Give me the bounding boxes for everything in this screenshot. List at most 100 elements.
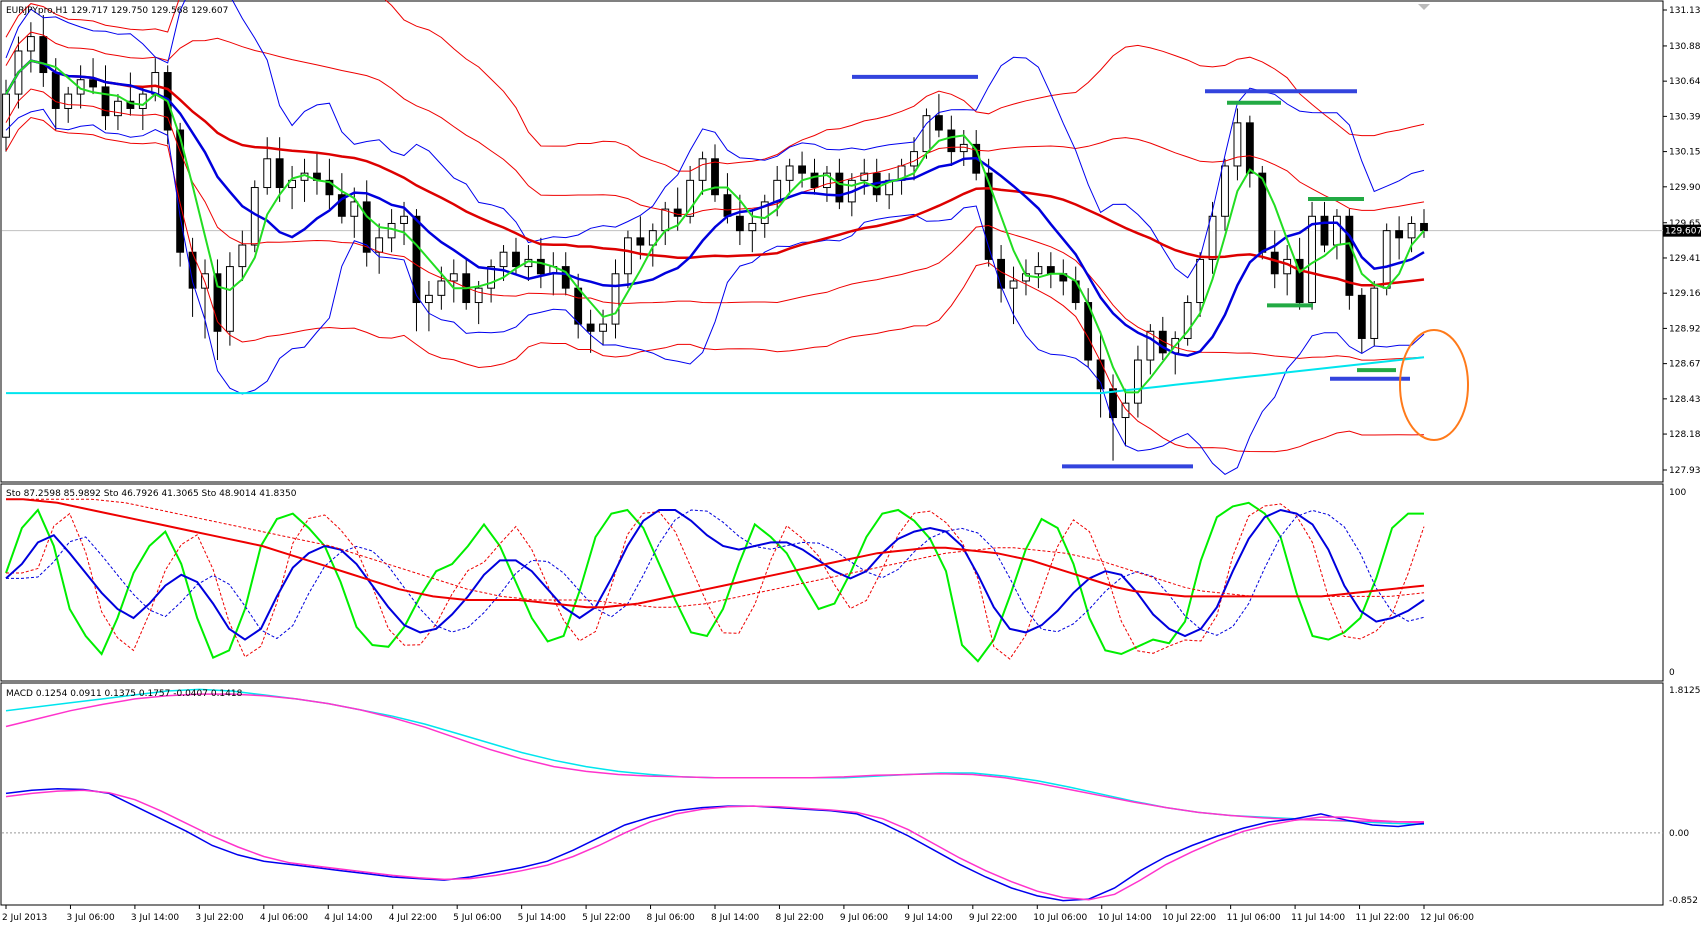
candle-up (773, 179, 782, 203)
candle-down (947, 129, 956, 153)
candle-down (1096, 359, 1105, 390)
time-tick-label: 3 Jul 06:00 (66, 913, 115, 923)
candle-down (213, 273, 222, 332)
price-tick-label: 129.655 (1669, 219, 1701, 229)
candle-up (823, 172, 831, 189)
candle-down (586, 323, 595, 332)
price-tick-label: 128.430 (1669, 395, 1701, 405)
time-tick-label: 5 Jul 22:00 (582, 913, 631, 923)
time-tick-label: 8 Jul 22:00 (775, 913, 824, 923)
candle-down (1270, 251, 1279, 275)
highlight-ellipse (1399, 329, 1469, 441)
candle-up (611, 273, 620, 325)
macd-line (5, 789, 1424, 901)
candle-down (723, 194, 732, 217)
macd-tick-label: 1.8125 (1669, 686, 1701, 696)
candle-down (711, 158, 719, 196)
candle-up (648, 230, 657, 246)
macd-tick-label: 0.00 (1669, 829, 1689, 839)
candle-up (263, 158, 272, 189)
price-tick-label: 129.410 (1669, 254, 1701, 264)
macd-tick-label: -0.852 (1669, 896, 1698, 906)
candle-up (1133, 359, 1142, 404)
candle-down (984, 172, 993, 260)
candle-down (810, 172, 819, 189)
ma-medium-line (4, 59, 1425, 357)
candle-down (636, 237, 645, 246)
candle-up (1308, 215, 1316, 304)
macd-line (5, 787, 1425, 902)
time-tick-label: 9 Jul 14:00 (904, 913, 953, 923)
price-tick-label: 127.935 (1669, 466, 1701, 476)
stochastic-tick-label: 100 (1669, 488, 1686, 498)
candle-down (673, 208, 682, 217)
price-tick-label: 130.150 (1669, 148, 1701, 158)
candle-up (375, 237, 384, 253)
candle-up (760, 201, 769, 224)
price-tick-label: 130.395 (1669, 112, 1701, 122)
candle-up (387, 222, 396, 239)
candle-down (39, 36, 48, 74)
time-tick-label: 11 Jul 14:00 (1291, 913, 1345, 923)
candle-up (785, 165, 794, 181)
candle-up (698, 158, 707, 181)
candle-up (1146, 330, 1155, 361)
candle-down (735, 215, 744, 232)
shift-marker-icon[interactable] (1418, 4, 1430, 10)
candle-up (661, 208, 670, 232)
candle-up (499, 251, 508, 268)
candle-up (1370, 287, 1379, 339)
candle-down (51, 72, 60, 109)
candle-up (624, 237, 632, 275)
candle-down (574, 287, 583, 325)
time-tick-label: 10 Jul 22:00 (1162, 913, 1216, 923)
stochastic-line (5, 501, 1424, 663)
price-plot (2, 0, 1663, 476)
time-tick-label: 8 Jul 14:00 (711, 913, 760, 923)
candle-down (1345, 215, 1354, 296)
price-tick-label: 131.135 (1669, 6, 1701, 16)
time-tick-label: 8 Jul 06:00 (647, 913, 696, 923)
candle-up (138, 93, 147, 109)
last-price-label: 129.607 (1665, 227, 1701, 237)
price-tick-label: 129.165 (1669, 289, 1701, 299)
stochastic-line (6, 498, 1425, 609)
candle-down (412, 215, 421, 304)
candle-down (126, 100, 135, 109)
candle-up (860, 172, 869, 181)
time-tick-label: 11 Jul 06:00 (1227, 913, 1281, 923)
macd-panel[interactable] (0, 682, 1664, 906)
stochastic-signal-line (6, 498, 1425, 608)
last-price-box (1663, 224, 1701, 237)
candle-down (1420, 222, 1428, 232)
price-tick-label: 130.640 (1669, 77, 1701, 87)
time-tick-label: 4 Jul 06:00 (260, 913, 309, 923)
price-tick-label: 130.885 (1669, 42, 1701, 52)
candle-up (599, 323, 607, 332)
candle-down (337, 194, 346, 217)
candle-up (1009, 280, 1018, 289)
candle-down (934, 115, 943, 131)
candle-up (151, 72, 160, 95)
candle-up (748, 222, 757, 232)
time-tick-label: 5 Jul 14:00 (518, 913, 567, 923)
candle-up (2, 93, 10, 138)
candle-up (1382, 230, 1391, 289)
candle-up (449, 273, 458, 282)
price-header: EURJPYpro,H1 129.717 129.750 129.568 129… (6, 6, 228, 16)
candle-down (275, 158, 284, 189)
candle-down (1295, 258, 1304, 304)
candle-up (225, 266, 234, 332)
time-tick-label: 9 Jul 22:00 (969, 913, 1018, 923)
stochastic-line (5, 508, 1425, 641)
price-tick-label: 128.185 (1669, 430, 1701, 440)
candle-up (1196, 258, 1205, 304)
stochastic-panel[interactable] (0, 483, 1664, 682)
macd-line (5, 693, 1425, 824)
candle-down (1046, 266, 1055, 275)
candle-up (910, 151, 918, 167)
stochastic-header: Sto 87.2598 85.9892 Sto 46.7926 41.3065 … (6, 489, 297, 499)
candle-up (26, 36, 35, 52)
macd-plot (2, 688, 1663, 902)
